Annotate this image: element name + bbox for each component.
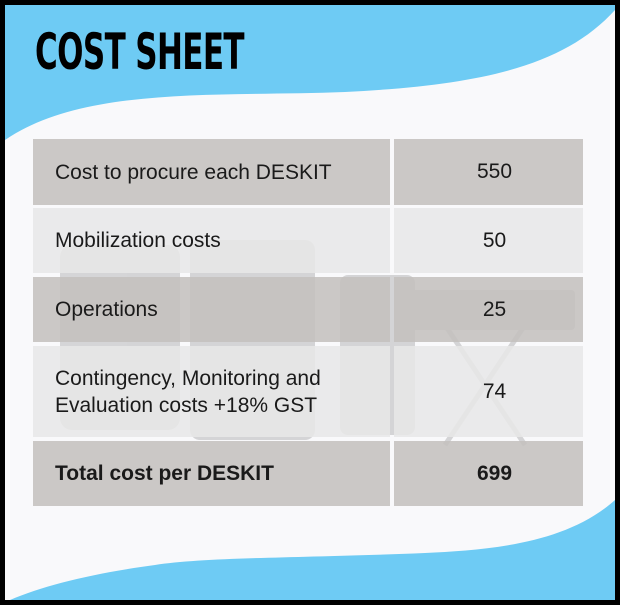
row-value: 550 — [394, 139, 583, 205]
row-label: Operations — [33, 277, 390, 342]
row-value: 25 — [394, 277, 583, 342]
row-value: 50 — [394, 208, 583, 273]
cost-sheet-card: COST SHEET Cost to procure each DESKIT 5… — [5, 5, 615, 600]
table-row: Operations 25 — [33, 277, 583, 342]
table-row: Cost to procure each DESKIT 550 — [33, 139, 583, 205]
total-label: Total cost per DESKIT — [33, 441, 390, 506]
row-label: Mobilization costs — [33, 208, 390, 273]
page-title: COST SHEET — [35, 23, 245, 81]
bottom-wave — [5, 500, 615, 600]
table-row: Contingency, Monitoring and Evaluation c… — [33, 346, 583, 437]
total-value: 699 — [394, 441, 583, 506]
row-label: Cost to procure each DESKIT — [33, 139, 390, 205]
top-wave — [5, 5, 615, 140]
row-value: 74 — [394, 346, 583, 437]
row-label: Contingency, Monitoring and Evaluation c… — [33, 346, 390, 437]
total-row: Total cost per DESKIT 699 — [33, 441, 583, 506]
table-row: Mobilization costs 50 — [33, 208, 583, 273]
